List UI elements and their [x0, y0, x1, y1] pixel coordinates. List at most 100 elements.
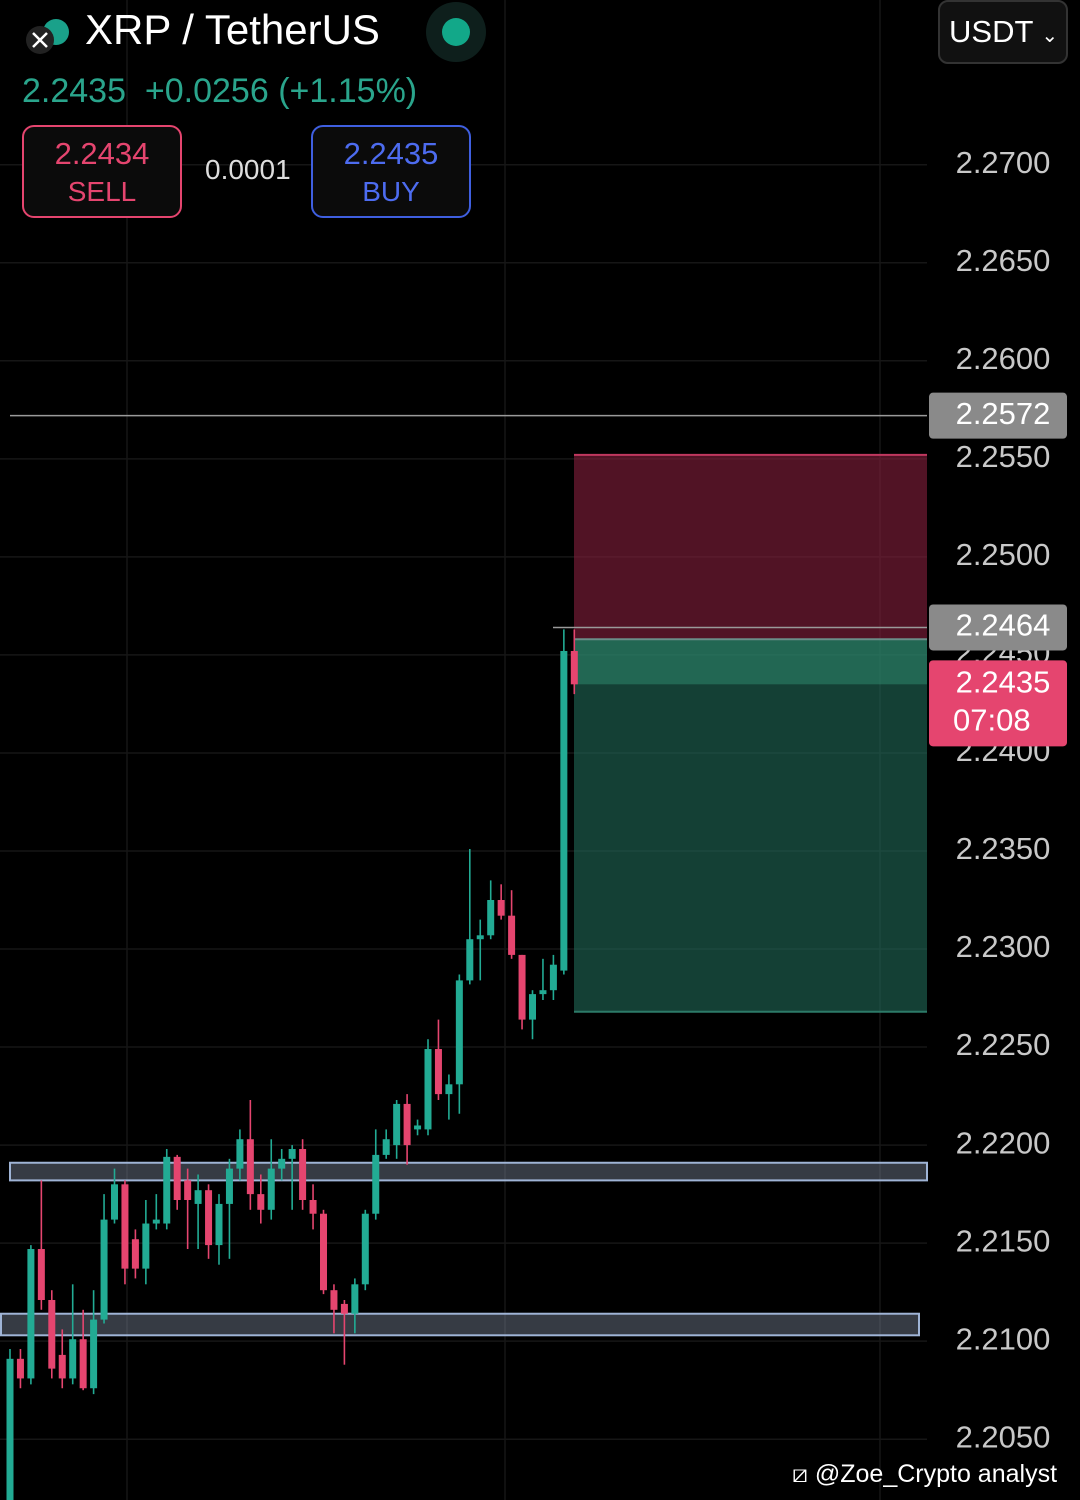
- y-tick-label: 2.2500: [956, 537, 1051, 572]
- candle-body: [6, 1358, 14, 1500]
- candle-body: [215, 1203, 223, 1246]
- y-tick-label: 2.2250: [956, 1027, 1051, 1062]
- y-tick-label: 2.2100: [956, 1321, 1051, 1356]
- y-tick-label: 2.2300: [956, 929, 1051, 964]
- candle-body: [361, 1213, 369, 1285]
- price-line-label: 2.2572: [956, 396, 1051, 431]
- sell-button[interactable]: 2.2434 SELL: [22, 125, 182, 218]
- candle-body: [299, 1149, 307, 1200]
- y-tick-label: 2.2350: [956, 831, 1051, 866]
- candle-body: [90, 1319, 98, 1389]
- candle-body: [16, 1358, 24, 1379]
- price-line-label: 2.2464: [956, 608, 1051, 643]
- candle-body: [455, 980, 463, 1085]
- currency: USDT: [949, 14, 1034, 49]
- price-line: 2.2435 +0.0256 (+1.15%): [22, 72, 417, 111]
- candle-body: [320, 1213, 327, 1291]
- candle-body: [205, 1190, 213, 1246]
- last-price-box: [929, 660, 1067, 747]
- sell-price: 2.2434: [54, 136, 150, 171]
- candle-body: [236, 1139, 244, 1169]
- icon: [26, 19, 69, 54]
- symbol: XRP / TetherUS: [85, 6, 380, 53]
- watermark-text: @Zoe_Crypto analyst: [814, 1460, 1058, 1488]
- currency-dropdown[interactable]: USDT ⌄: [938, 0, 1068, 64]
- candle-body: [131, 1239, 139, 1269]
- candle-body: [330, 1290, 338, 1310]
- candle-body: [27, 1249, 35, 1379]
- candle-body: [100, 1219, 108, 1320]
- candle-body: [518, 954, 526, 1020]
- candle-body: [184, 1180, 192, 1200]
- candle-body: [393, 1103, 401, 1146]
- candle-body: [37, 1249, 45, 1300]
- last-price-label: 2.2435: [956, 665, 1051, 700]
- candle-body: [445, 1084, 453, 1095]
- candle-body: [539, 990, 547, 995]
- candle-body: [257, 1194, 265, 1210]
- candle-body: [48, 1300, 56, 1369]
- buy-label: BUY: [362, 176, 420, 207]
- candle-body: [309, 1200, 317, 1214]
- candle-body: [434, 1049, 442, 1095]
- y-tick-label: 2.2200: [956, 1125, 1051, 1160]
- buy-price: 2.2435: [343, 136, 439, 171]
- candle-body: [194, 1190, 202, 1204]
- dot: [442, 18, 470, 46]
- candle-body: [173, 1156, 181, 1200]
- target-zone: [574, 639, 927, 1012]
- candle-body: [497, 900, 505, 916]
- candle-body: [111, 1184, 118, 1220]
- sell-label: SELL: [67, 176, 137, 207]
- candle-body: [424, 1049, 432, 1130]
- y-tick-label: 2.2550: [956, 439, 1051, 474]
- watermark: ⧄ @Zoe_Crypto analyst: [792, 1460, 1058, 1488]
- y-tick-label: 2.2050: [956, 1419, 1051, 1454]
- candle-body: [403, 1103, 411, 1146]
- status-dot: [426, 2, 486, 62]
- price-line-label-box: [929, 604, 1067, 651]
- buy-button[interactable]: 2.2435 BUY: [311, 125, 471, 218]
- candle-body: [152, 1219, 160, 1224]
- y-tick-label: 2.2650: [956, 243, 1051, 278]
- candle-body: [570, 650, 578, 685]
- close-icon[interactable]: [22, 12, 74, 56]
- candle-body: [508, 915, 516, 955]
- candle-body: [58, 1354, 66, 1379]
- candle-body: [351, 1284, 359, 1314]
- change-pct: (+1.15%): [278, 72, 418, 110]
- support-zone: [9, 1161, 928, 1182]
- price: 2.2435: [22, 72, 126, 110]
- y-tick-label: 2.2700: [956, 145, 1051, 180]
- candle-body: [372, 1154, 380, 1214]
- support-zone: [0, 1312, 920, 1337]
- price-line-label-box: [929, 392, 1067, 439]
- candle-body: [476, 935, 484, 940]
- open-pnl-zone: [574, 639, 927, 685]
- candle-body: [529, 994, 536, 1020]
- stop-zone: [574, 454, 927, 640]
- candle-body: [487, 900, 495, 936]
- candle-body: [288, 1149, 296, 1159]
- candle-body: [340, 1303, 348, 1314]
- y-tick-label: 2.2600: [956, 341, 1051, 376]
- candle-body: [278, 1158, 286, 1169]
- y-tick-label: 2.2150: [956, 1223, 1051, 1258]
- change: +0.0256: [144, 72, 269, 110]
- caret: ⌄: [1041, 25, 1059, 47]
- candle-body: [466, 939, 474, 981]
- candle-body: [225, 1168, 233, 1204]
- candle-body: [246, 1139, 254, 1195]
- candle-body: [121, 1184, 129, 1269]
- candle-body: [414, 1125, 422, 1130]
- candle-body: [560, 650, 568, 971]
- candle-body: [142, 1223, 150, 1269]
- candle-body: [267, 1168, 275, 1210]
- candle-body: [79, 1339, 87, 1389]
- spread: 0.0001: [205, 154, 291, 185]
- candle-body: [69, 1339, 77, 1379]
- countdown: 07:08: [953, 703, 1031, 738]
- candle-body: [382, 1139, 390, 1155]
